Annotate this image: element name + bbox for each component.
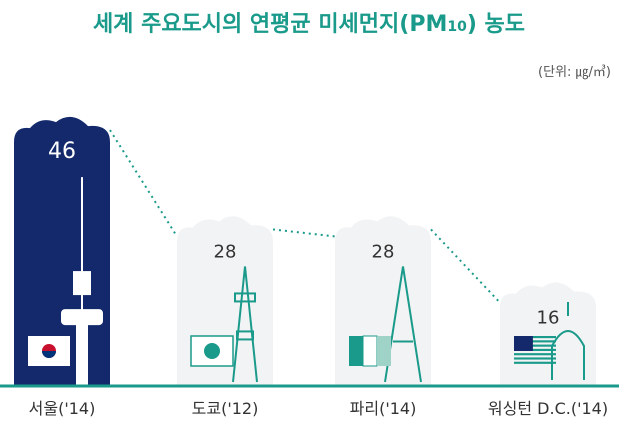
bar-4: 16 (500, 282, 596, 386)
bar-3: 28 (335, 216, 431, 386)
bar-shape-4 (500, 282, 596, 386)
category-label-1: 서울('14) (29, 399, 96, 418)
connector-1 (109, 129, 178, 237)
value-label-4: 16 (537, 308, 560, 329)
tokyo-tower-icon (232, 266, 258, 383)
bars-group: 46 28 28 16 (14, 116, 596, 387)
usa-flag-icon (514, 336, 556, 364)
value-label-2: 28 (214, 241, 237, 262)
value-label-3: 28 (372, 241, 395, 262)
connector-2 (272, 228, 336, 238)
n-seoul-tower-icon (61, 177, 103, 386)
connector-lines (109, 129, 501, 304)
value-label-1: 46 (48, 139, 76, 164)
category-labels: 서울('14) 도쿄('12) 파리('14) 워싱턴 D.C.('14) (29, 399, 608, 418)
bar-1: 46 (14, 116, 110, 387)
unit-label: (단위: ㎍/㎥) (538, 65, 611, 80)
korea-flag-icon (28, 336, 70, 366)
france-flag-icon (349, 335, 391, 367)
category-label-3: 파리('14) (350, 399, 417, 418)
chart-title: 세계 주요도시의 연평균 미세먼지(PM10) 농도 (93, 12, 525, 37)
category-label-4: 워싱턴 D.C.('14) (488, 399, 608, 418)
japan-flag-icon (190, 335, 234, 367)
connector-3 (430, 228, 501, 304)
category-label-2: 도쿄('12) (192, 399, 259, 418)
bar-2: 28 (177, 216, 273, 386)
